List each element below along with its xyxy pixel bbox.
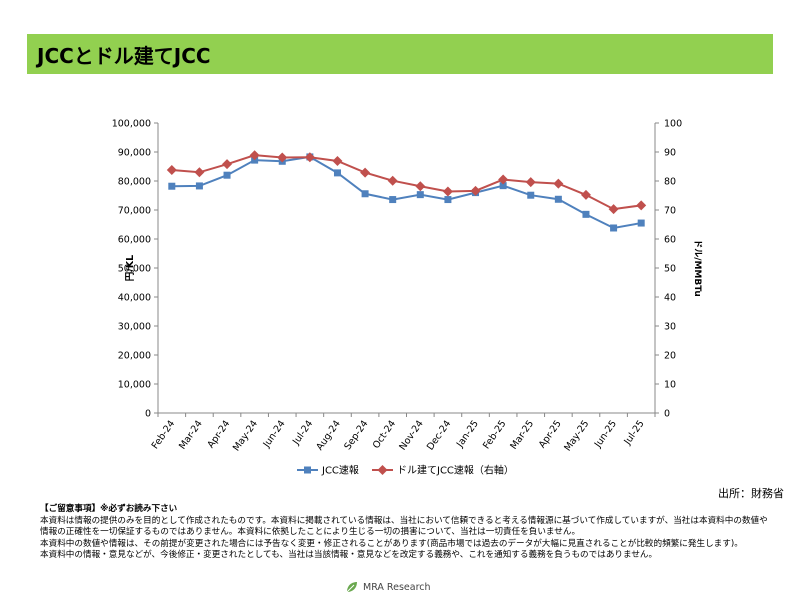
x-tick-label: Mar-25 (508, 418, 536, 451)
y-tick-label-left: 60,000 (118, 235, 151, 246)
data-point-jcc (554, 195, 562, 203)
data-point-jcc (168, 182, 176, 190)
legend-label-jcc: JCC速報 (321, 465, 359, 477)
data-point-usd-jcc (608, 204, 619, 215)
data-point-usd-jcc (332, 155, 343, 166)
data-point-usd-jcc (553, 178, 564, 189)
legend-marker-jcc (304, 466, 311, 474)
x-tick-label: Jul-24 (290, 418, 315, 447)
y-tick-label-left: 40,000 (118, 293, 151, 304)
y-axis-title-left: 円/KL (125, 255, 136, 281)
x-tick-label: Jan-25 (454, 418, 481, 450)
y-tick-label-right: 0 (664, 409, 670, 420)
data-point-usd-jcc (470, 185, 481, 196)
notice-line: 本資料中の数値や情報は、その前提が変更された場合には予告なく変更・修正されること… (40, 538, 743, 549)
y-tick-label-right: 20 (664, 351, 676, 362)
notice-block: 【ご留意事項】※必ずお読み下さい 本資料は情報の提供のみを目的として作成されたも… (40, 504, 770, 562)
legend-label-usd-jcc: ドル建てJCC速報（右軸） (397, 464, 514, 477)
data-point-jcc (499, 182, 507, 190)
data-point-jcc (195, 182, 203, 190)
y-tick-label-left: 50,000 (118, 264, 151, 275)
page-title: JCCとドル建てJCC (27, 34, 773, 74)
data-point-jcc (444, 196, 452, 204)
data-point-usd-jcc (498, 174, 509, 185)
data-point-usd-jcc (387, 175, 398, 186)
y-tick-label-right: 10 (664, 380, 676, 391)
data-point-usd-jcc (222, 159, 233, 170)
data-point-usd-jcc (525, 177, 536, 188)
notice-heading: 【ご留意事項】※必ずお読み下さい (40, 504, 178, 514)
data-point-usd-jcc (304, 152, 315, 163)
x-tick-label: Jun-25 (592, 418, 619, 450)
notice-line: 本資料は情報の提供のみを目的として作成されたものです。本資料に掲載されている情報… (40, 515, 768, 538)
y-tick-label-right: 30 (664, 322, 676, 333)
y-tick-label-right: 40 (664, 293, 676, 304)
data-point-jcc (389, 196, 397, 204)
data-point-usd-jcc (360, 167, 371, 178)
footer-logo: MRA Research (345, 580, 431, 594)
x-tick-label: Dec-24 (425, 418, 453, 452)
notice-line: 本資料中の情報・意見などが、今後修正・変更されたとしても、当社は当該情報・意見な… (40, 550, 658, 560)
leaf-icon (346, 582, 357, 593)
data-point-usd-jcc (580, 189, 591, 200)
y-tick-label-left: 80,000 (118, 177, 151, 188)
y-tick-label-left: 20,000 (118, 351, 151, 362)
x-tick-label: Apr-24 (205, 418, 232, 450)
series-line-2 (171, 154, 642, 211)
data-point-usd-jcc (415, 181, 426, 192)
data-point-jcc (610, 224, 618, 232)
x-tick-label: Feb-25 (481, 418, 509, 451)
y-tick-label-right: 90 (664, 148, 676, 159)
x-tick-label: May-24 (231, 418, 260, 453)
y-tick-label-left: 70,000 (118, 206, 151, 217)
x-tick-label: Sep-24 (342, 418, 370, 452)
x-tick-label: Apr-25 (537, 418, 564, 450)
data-point-usd-jcc (166, 164, 177, 175)
data-point-jcc (416, 191, 424, 199)
y-tick-label-left: 90,000 (118, 148, 151, 159)
data-point-usd-jcc (636, 200, 647, 211)
y-tick-label-right: 80 (664, 177, 676, 188)
y-tick-label-left: 10,000 (118, 380, 151, 391)
page-title-text: JCCとドル建てJCC (37, 43, 211, 68)
source-note: 出所：財務省 (718, 487, 784, 500)
y-tick-label-left: 30,000 (118, 322, 151, 333)
data-point-jcc (527, 191, 535, 199)
data-point-usd-jcc (194, 167, 205, 178)
data-point-usd-jcc (442, 186, 453, 197)
x-tick-label: Aug-24 (314, 418, 343, 452)
footer-brand: MRA Research (363, 581, 431, 593)
y-axis-title-right: ドル/MMBTu (692, 239, 703, 297)
x-tick-label: Oct-24 (371, 418, 398, 450)
y-tick-label-right: 60 (664, 235, 676, 246)
legend-marker-usd-jcc (377, 465, 388, 475)
y-tick-label-left: 100,000 (112, 119, 151, 130)
data-point-jcc (582, 210, 590, 218)
x-tick-label: Jul-25 (622, 418, 647, 447)
x-tick-label: Jun-24 (261, 418, 288, 450)
x-tick-label: May-25 (562, 418, 591, 453)
data-point-jcc (333, 169, 341, 177)
x-tick-label: Mar-24 (177, 418, 205, 451)
data-point-jcc (637, 219, 645, 227)
data-point-jcc (361, 190, 369, 198)
y-tick-label-right: 70 (664, 206, 676, 217)
data-point-jcc (223, 171, 231, 179)
y-tick-label-right: 50 (664, 264, 676, 275)
x-tick-label: Feb-24 (150, 418, 178, 451)
y-tick-label-left: 0 (145, 409, 151, 420)
x-tick-label: Nov-24 (397, 418, 425, 452)
data-point-usd-jcc (277, 152, 288, 163)
series-line-1 (171, 155, 642, 230)
y-tick-label-right: 100 (664, 119, 682, 130)
data-point-usd-jcc (249, 150, 260, 161)
